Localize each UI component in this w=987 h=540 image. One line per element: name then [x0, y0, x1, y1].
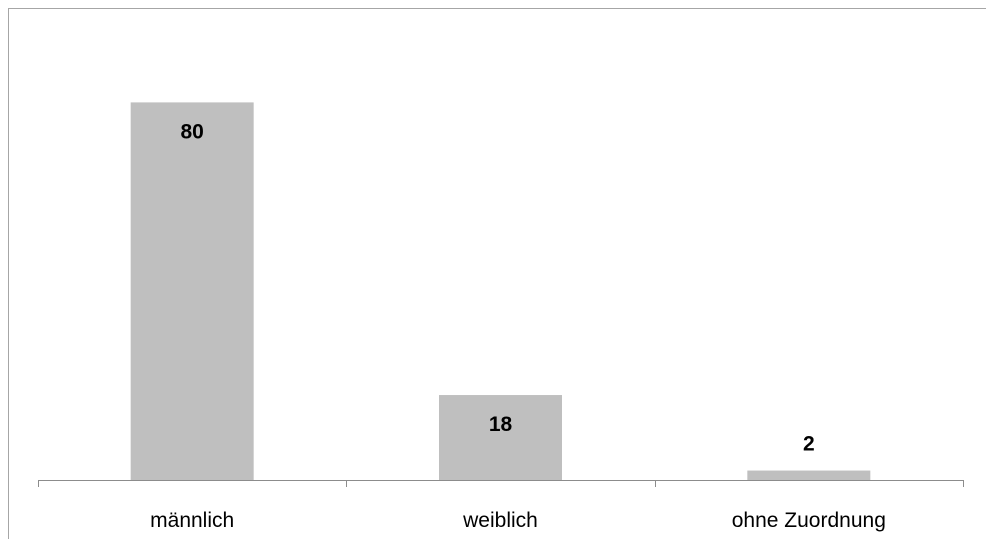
- data-label-1: 18: [489, 413, 513, 436]
- x-axis: [38, 480, 964, 487]
- data-label-2: 2: [803, 433, 815, 456]
- x-tick-label-2: ohne Zuordnung: [732, 509, 886, 532]
- bar-2: [747, 470, 871, 480]
- data-label-0: 80: [180, 120, 203, 143]
- bar-0: [130, 102, 254, 481]
- chart-frame: [8, 8, 986, 539]
- x-tick-labels: männlich weiblich ohne Zuordnung: [150, 509, 886, 532]
- bars: [130, 102, 871, 481]
- x-tick-label-1: weiblich: [462, 509, 538, 532]
- x-tick-label-0: männlich: [150, 509, 234, 532]
- data-labels: 80 18 2: [180, 120, 814, 455]
- bar-1: [439, 395, 562, 480]
